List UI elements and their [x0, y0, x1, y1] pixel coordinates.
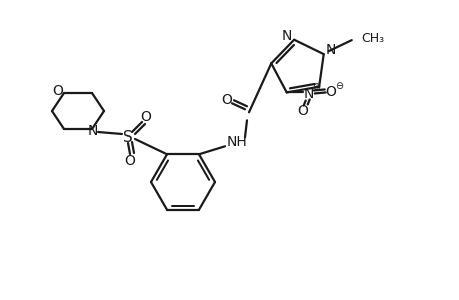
Text: N: N [325, 43, 335, 57]
Text: O: O [140, 110, 151, 124]
Text: O: O [124, 154, 135, 168]
Text: O: O [221, 93, 232, 107]
Text: S: S [123, 130, 133, 145]
Text: N: N [281, 29, 291, 43]
Text: NH: NH [226, 135, 247, 149]
Text: CH₃: CH₃ [361, 32, 384, 45]
Text: O: O [325, 85, 336, 100]
Text: N: N [303, 88, 313, 101]
Text: ⊖: ⊖ [334, 82, 342, 92]
Text: N: N [88, 124, 98, 138]
Text: ⊕: ⊕ [311, 82, 319, 92]
Text: O: O [297, 104, 308, 118]
Text: O: O [52, 84, 63, 98]
